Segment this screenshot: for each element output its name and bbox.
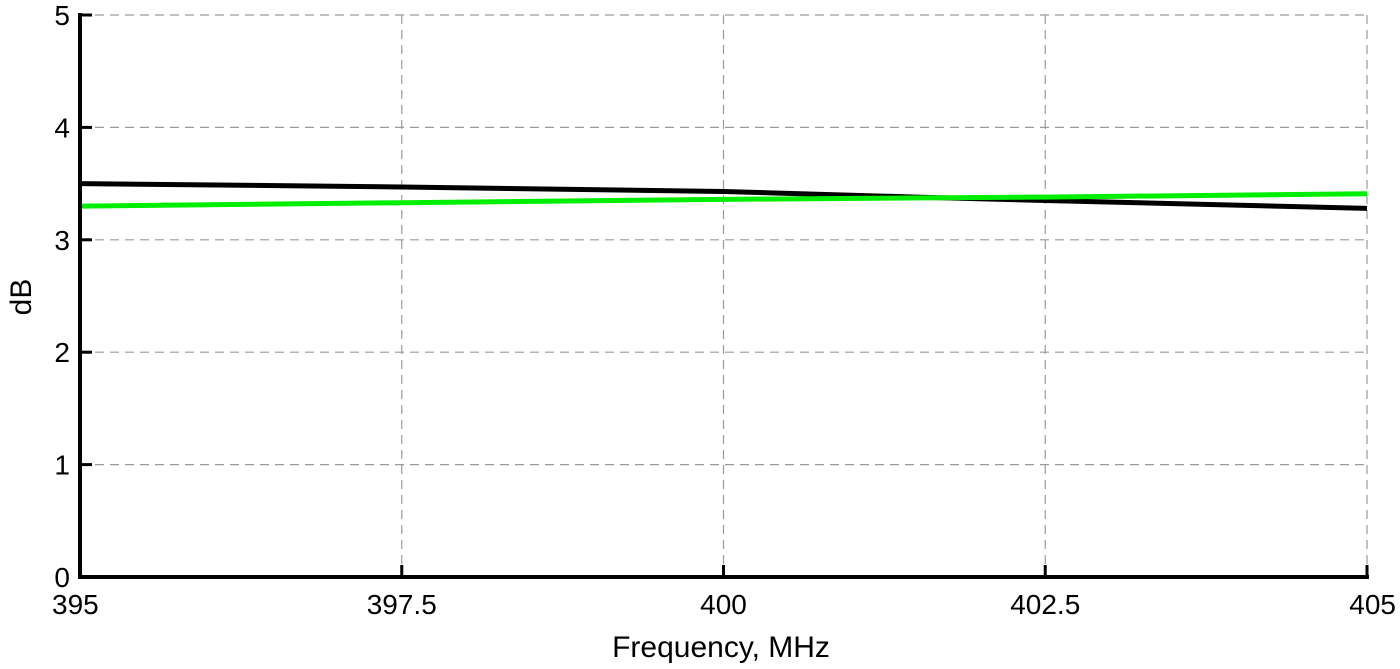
x-tick-label: 400 [700, 589, 747, 620]
x-tick-label: 397.5 [367, 589, 437, 620]
y-tick-label: 0 [54, 562, 70, 593]
series-line-2 [79, 191, 1368, 209]
series-line-1 [79, 181, 1368, 211]
axes [78, 13, 1369, 579]
x-tick-label: 405 [1349, 589, 1396, 620]
y-tick-label: 4 [54, 112, 70, 143]
x-axis-label: Frequency, MHz [612, 631, 830, 664]
x-tick-label: 395 [52, 589, 99, 620]
tick-labels: 395 397.5 400 402.5 405 0 1 2 3 4 5 [52, 0, 1396, 620]
y-tick-label: 2 [54, 337, 70, 368]
x-tick-label: 402.5 [1010, 589, 1080, 620]
grid-lines [80, 14, 1368, 577]
y-tick-label: 3 [54, 225, 70, 256]
series-lines [79, 181, 1368, 211]
y-tick-label: 1 [54, 450, 70, 481]
y-tick-label: 5 [54, 0, 70, 31]
y-axis-label: dB [5, 279, 38, 316]
